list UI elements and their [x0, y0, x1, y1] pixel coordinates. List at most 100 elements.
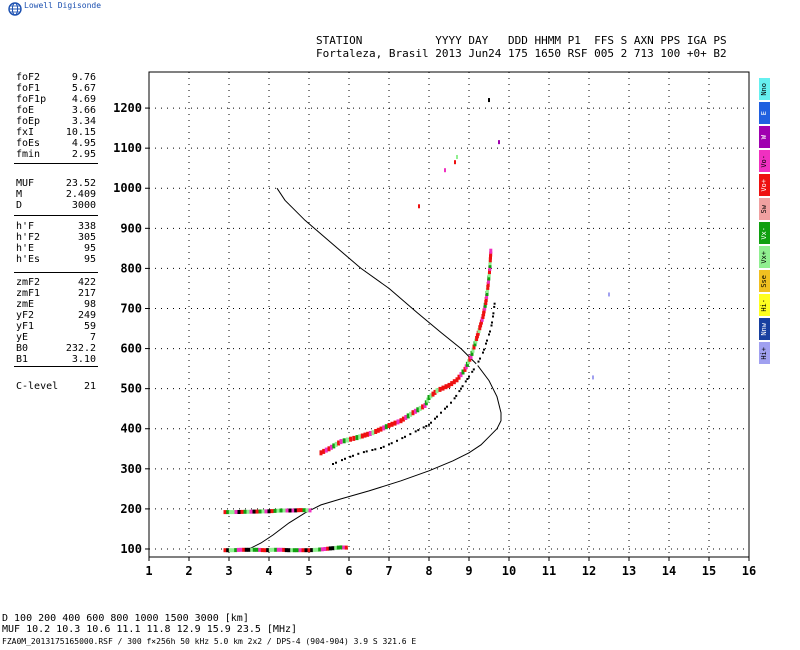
x-trace-point [480, 354, 483, 357]
o-trace-point [374, 429, 378, 434]
o-trace-point [455, 377, 459, 383]
x-trace-point [357, 452, 360, 455]
o-trace-point [465, 361, 469, 367]
param-name: foF1 [16, 83, 41, 94]
y-tick-label: 800 [120, 261, 142, 275]
plot-frame [148, 71, 750, 558]
o-trace-point [349, 436, 353, 442]
scatter-echo [592, 375, 594, 380]
x-trace-point [380, 447, 382, 449]
x-tick-label: 7 [385, 564, 392, 578]
o-trace-point [368, 431, 372, 436]
legend-label: Sse [760, 274, 768, 288]
x-trace-point [352, 454, 354, 457]
es-trace-point [279, 508, 283, 513]
params-separator [14, 272, 98, 273]
param-name: B0 [16, 343, 29, 354]
o-trace-point [469, 354, 473, 360]
e-trace-point [301, 548, 305, 553]
o-trace-point [418, 405, 422, 411]
scatter-echo [498, 140, 500, 145]
x-trace-point [471, 370, 474, 373]
es-trace-point [299, 508, 303, 513]
o-trace-point [384, 424, 388, 430]
x-trace-point [489, 330, 491, 333]
x-trace-point [422, 426, 425, 429]
header-line-2: Fortaleza, Brasil 2013 Jun24 175 1650 RS… [316, 47, 727, 60]
es-trace-point [234, 510, 238, 514]
legend-item: E [759, 102, 770, 124]
es-trace-point [243, 509, 247, 514]
param-value: 3.66 [71, 105, 96, 116]
x-trace-point [425, 425, 428, 428]
x-trace-point [446, 405, 448, 408]
x-trace-point [338, 460, 340, 463]
o-trace-point [479, 319, 483, 325]
x-trace-point [362, 451, 365, 454]
param-row: foEs 4.95 [16, 138, 96, 149]
x-trace-point [436, 415, 438, 418]
o-trace-point [366, 431, 370, 437]
params-separator [14, 215, 98, 216]
es-trace-point [228, 510, 232, 515]
param-name: h'F2 [16, 232, 41, 243]
es-trace-point [270, 509, 274, 514]
o-trace-point [489, 248, 493, 254]
x-trace-point [468, 375, 470, 378]
legend-item: Vo- [759, 150, 770, 172]
x-tick-label: 11 [542, 564, 556, 578]
legend-item: Vx+ [759, 246, 770, 268]
legend-label: Vx+ [760, 250, 768, 264]
o-trace-point [473, 341, 477, 347]
o-trace-point [475, 333, 479, 339]
param-name: zmE [16, 299, 35, 310]
x-trace-point [491, 321, 493, 324]
x-trace-point [486, 339, 488, 342]
o-trace-point [474, 338, 478, 344]
param-value: 9.76 [71, 72, 96, 83]
x-trace-point [485, 342, 487, 345]
footer-muf-row: MUF 10.2 10.3 10.6 11.1 11.8 12.9 15.9 2… [2, 624, 298, 635]
params-group-5: C-level 21 [16, 381, 96, 392]
o-trace-point [329, 444, 333, 450]
param-name: yE [16, 332, 29, 343]
param-name: foEs [16, 138, 41, 149]
x-trace-point [455, 394, 458, 397]
param-row: zmF2 422 [16, 277, 96, 288]
e-trace-point [304, 548, 308, 553]
o-trace-point [393, 420, 397, 426]
o-trace-point [481, 314, 485, 319]
o-trace-point [487, 272, 491, 278]
y-tick-label: 400 [120, 422, 142, 436]
param-value: 2.409 [65, 189, 96, 200]
x-tick-label: 10 [502, 564, 516, 578]
o-trace-point [447, 382, 451, 388]
x-trace-point [479, 357, 481, 360]
x-trace-point [401, 437, 404, 440]
x-trace-point [398, 438, 401, 441]
param-row: h'F 338 [16, 221, 96, 232]
o-trace-point [482, 311, 486, 317]
e-trace-point [336, 545, 340, 550]
o-trace-point [488, 269, 491, 275]
o-trace-point [433, 389, 437, 395]
x-tick-label: 13 [622, 564, 636, 578]
param-row: foF2 9.76 [16, 72, 96, 83]
legend-item: Vo+ [759, 174, 770, 196]
x-trace-point [444, 407, 446, 410]
params-separator [14, 366, 98, 367]
x-trace-point [440, 411, 442, 414]
o-trace-point [319, 450, 323, 456]
x-trace-point [374, 448, 377, 451]
e-trace-point [290, 548, 294, 553]
x-tick-label: 15 [702, 564, 716, 578]
legend-label: E [760, 110, 768, 116]
x-trace-point [404, 435, 406, 438]
o-trace-point [488, 265, 492, 271]
logo-icon [8, 2, 22, 16]
y-tick-label: 900 [120, 221, 142, 235]
y-tick-label: 1000 [113, 181, 142, 195]
legend-item: W [759, 126, 770, 148]
x-trace-point [388, 443, 390, 446]
x-tick-label: 4 [265, 564, 272, 578]
